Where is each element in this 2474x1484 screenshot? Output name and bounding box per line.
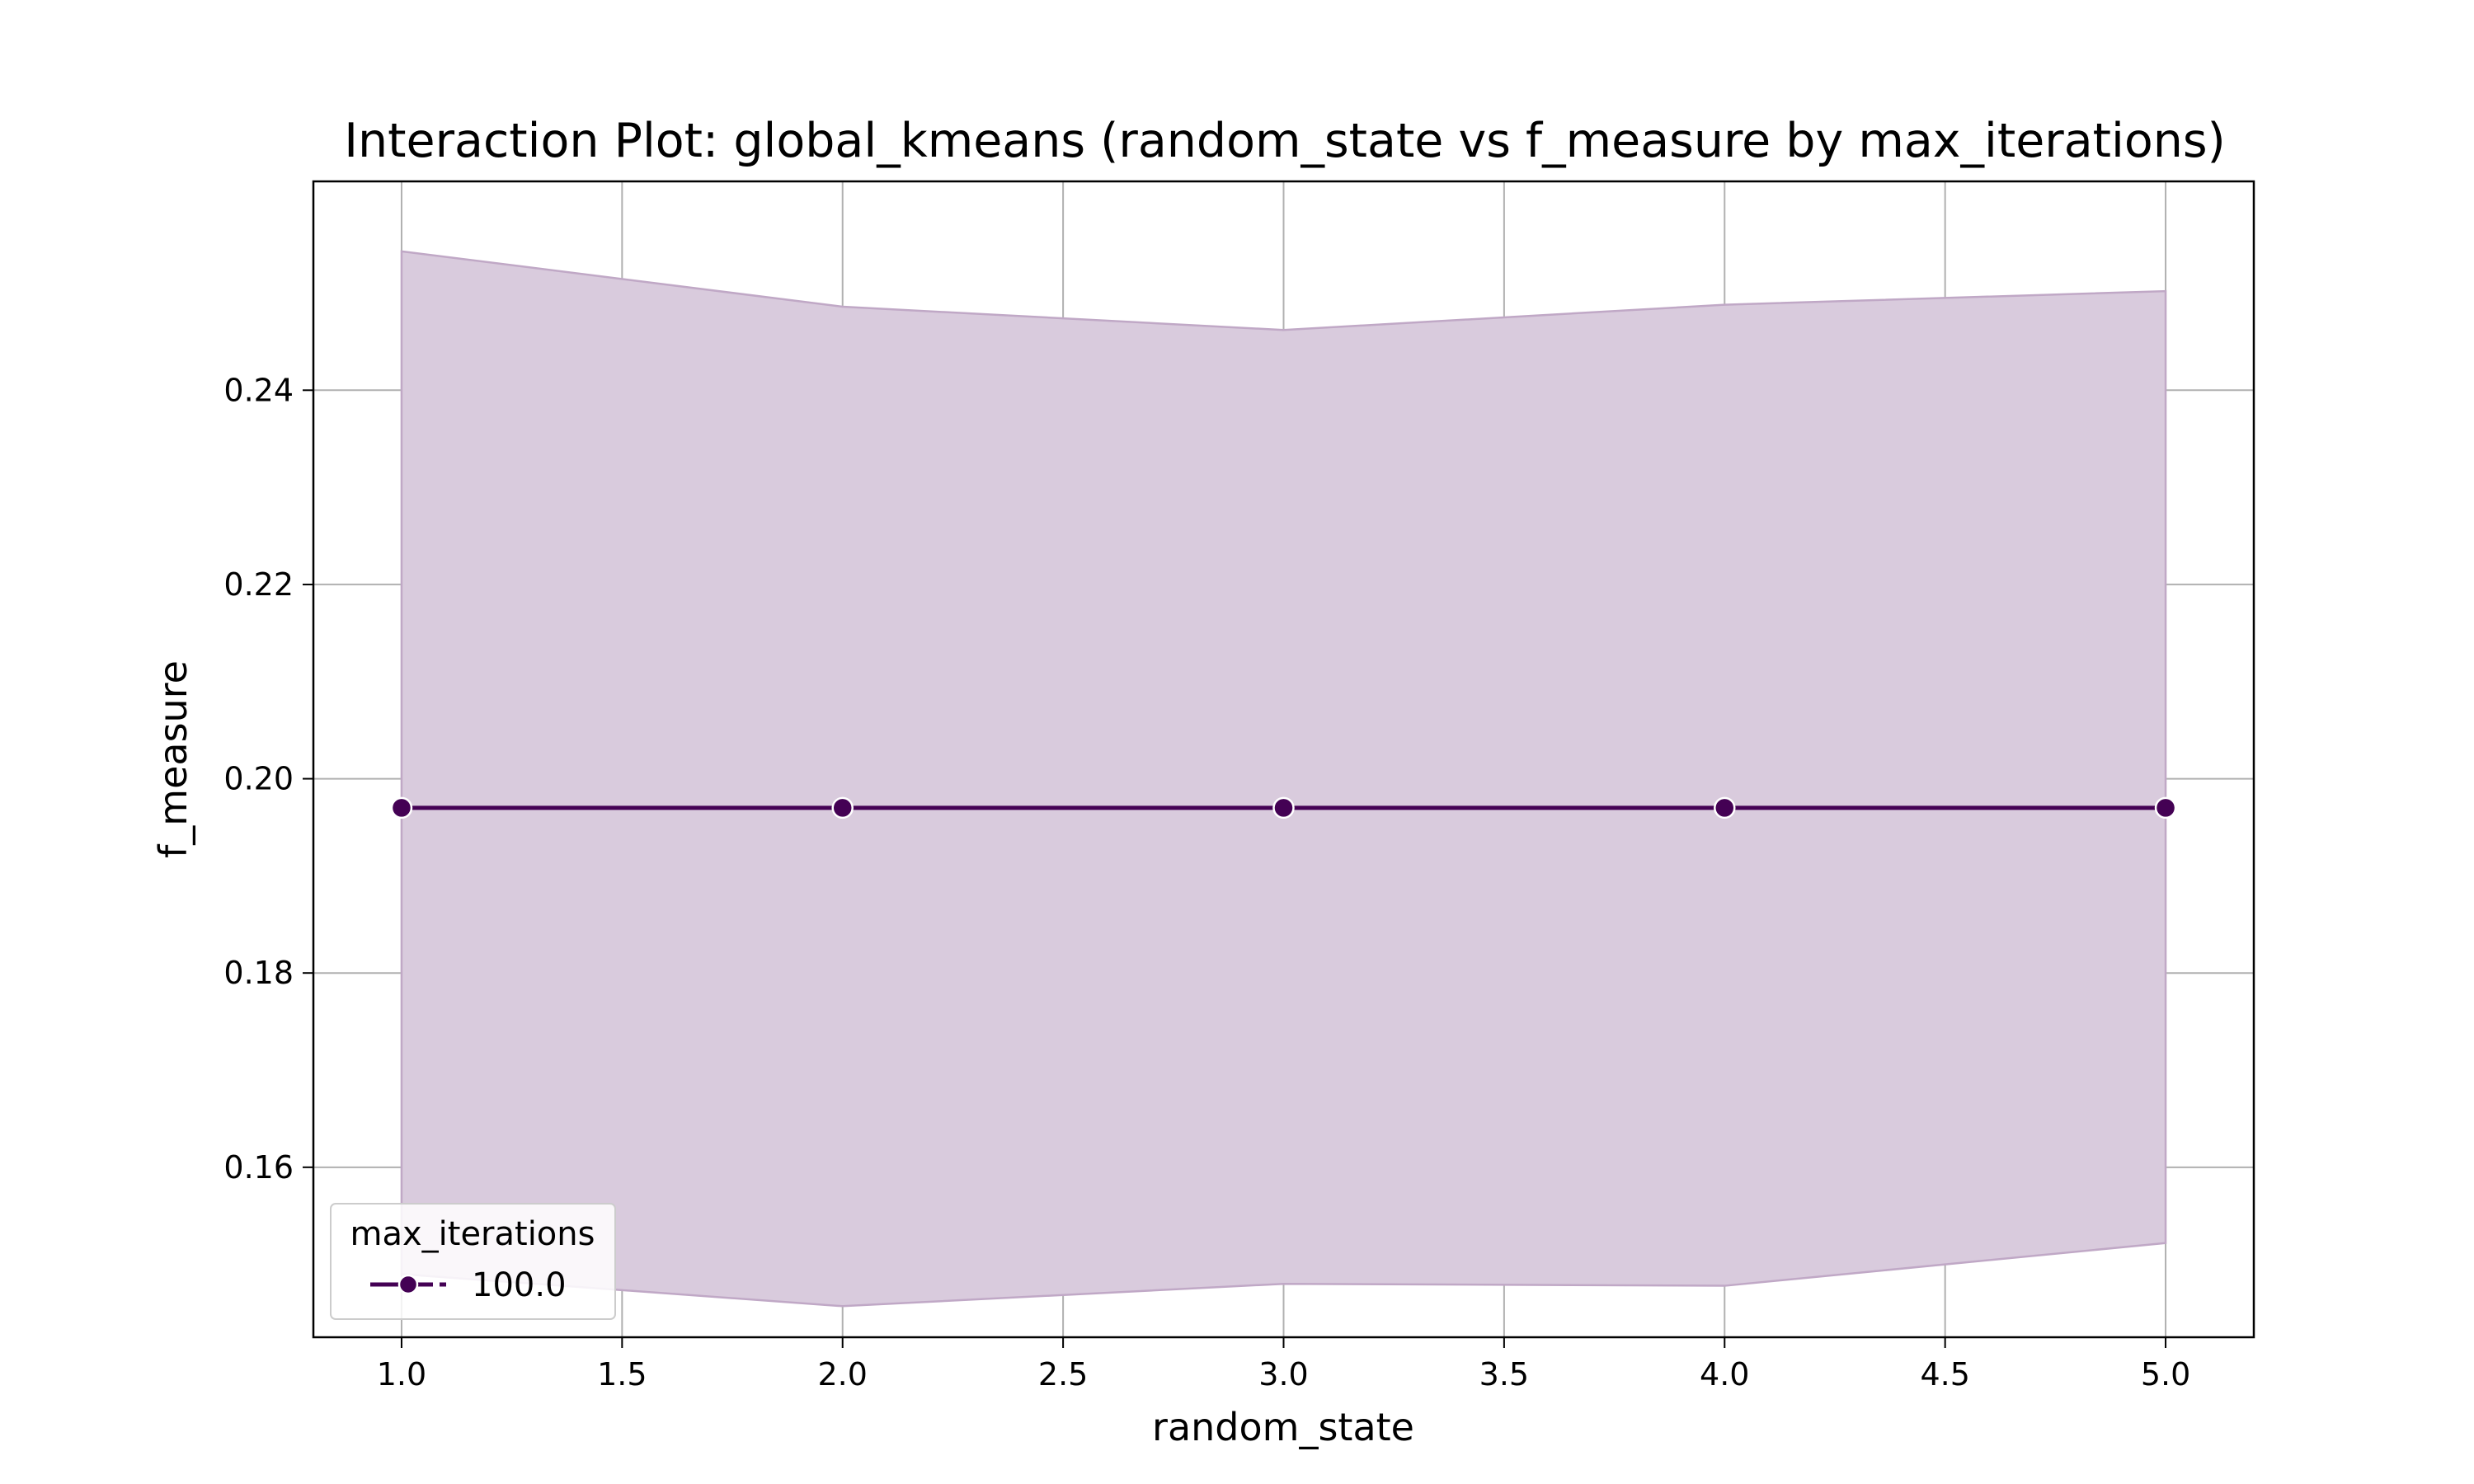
series-points <box>390 796 2177 819</box>
data-point <box>390 796 413 819</box>
y-tick-label: 0.20 <box>223 761 294 797</box>
y-axis-title: f_measure <box>151 660 195 858</box>
legend-title: max_iterations <box>350 1215 595 1253</box>
data-point <box>831 796 854 819</box>
y-tick-label: 0.22 <box>223 566 294 603</box>
x-tick-label: 5.0 <box>2141 1356 2190 1392</box>
data-point <box>1714 796 1736 819</box>
y-tick-label: 0.16 <box>223 1149 294 1186</box>
legend-entry-label: 100.0 <box>472 1266 567 1304</box>
x-tick-label: 1.5 <box>597 1356 647 1392</box>
x-tick-label: 4.5 <box>1920 1356 1969 1392</box>
x-axis-title: random_state <box>1152 1405 1414 1449</box>
legend-marker-swatch <box>397 1274 419 1295</box>
confidence-band <box>400 250 2167 1308</box>
x-axis-ticks: 1.0 1.5 2.0 2.5 3.0 3.5 4.0 4.5 5.0 <box>377 1337 2190 1392</box>
x-tick-label: 2.5 <box>1038 1356 1088 1392</box>
x-tick-label: 2.0 <box>818 1356 868 1392</box>
data-point <box>1272 796 1295 819</box>
x-tick-label: 1.0 <box>377 1356 426 1392</box>
chart-title: Interaction Plot: global_kmeans (random_… <box>344 114 2226 168</box>
legend: max_iterations 100.0 <box>330 1203 616 1320</box>
y-tick-label: 0.24 <box>223 372 294 408</box>
x-tick-label: 3.5 <box>1479 1356 1529 1392</box>
y-axis-ticks: 0.16 0.18 0.20 0.22 0.24 <box>223 372 313 1186</box>
x-tick-label: 3.0 <box>1258 1356 1308 1392</box>
y-tick-label: 0.18 <box>223 955 294 991</box>
confidence-band-area <box>400 250 2167 1308</box>
x-tick-label: 4.0 <box>1700 1356 1749 1392</box>
data-point <box>2154 796 2177 819</box>
